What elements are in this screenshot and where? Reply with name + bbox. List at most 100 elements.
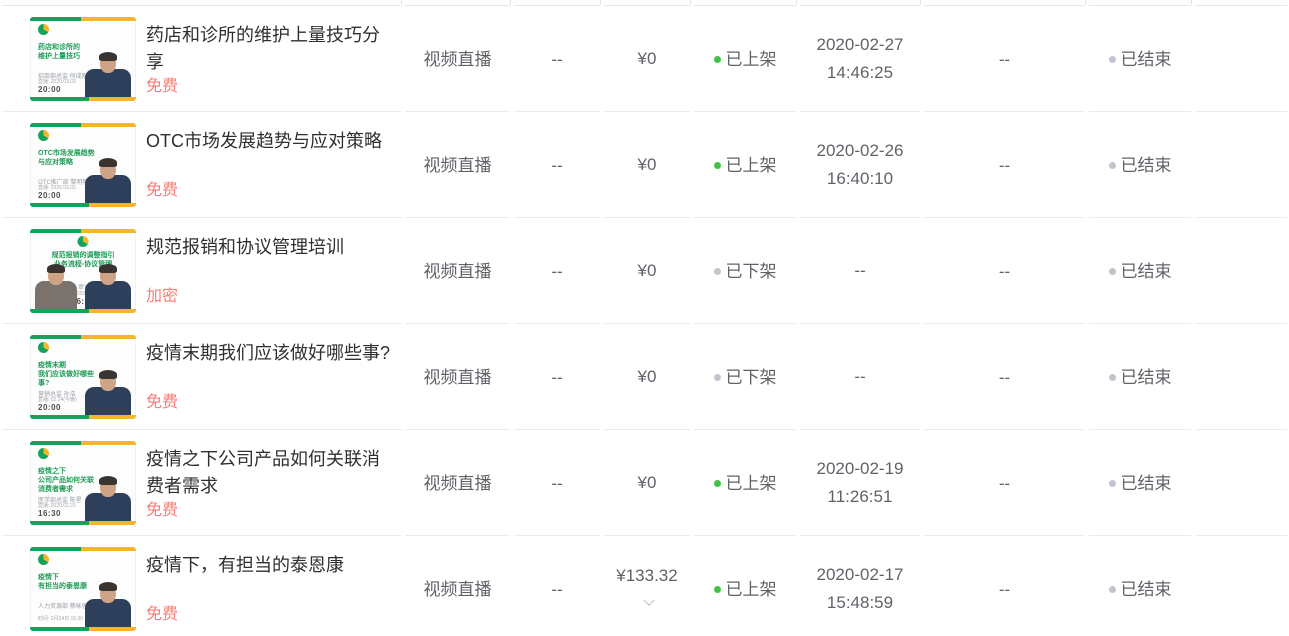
placeholder-cell: -- — [922, 6, 1087, 112]
course-thumbnail[interactable]: 疫情之下 公司产品如何关联消费者需求 医学部总监 陈星 直播: 2020.02.21 1… — [30, 441, 136, 525]
shelf-time-line: 14:46:25 — [826, 63, 894, 82]
yellow-bar-segment — [89, 627, 136, 631]
placeholder-dash: -- — [551, 473, 563, 493]
placeholder-dash: -- — [551, 367, 563, 387]
placeholder-cell: -- — [512, 324, 602, 430]
placeholder-dash: -- — [551, 49, 563, 69]
shelf-status-label: 已下架 — [725, 261, 777, 281]
brand-logo-icon — [77, 236, 89, 247]
speaker-head — [99, 476, 117, 497]
status-dot-icon — [1108, 55, 1116, 63]
speaker-head — [47, 264, 65, 285]
course-title: 规范报销和协议管理培训 — [146, 237, 344, 257]
live-status: 已结束 — [1108, 364, 1172, 391]
access-label: 免费 — [146, 182, 179, 199]
placeholder-dash: -- — [998, 367, 1011, 387]
placeholder-dash: -- — [998, 155, 1011, 175]
access-label: 免费 — [146, 606, 179, 623]
status-dot-icon — [1108, 479, 1116, 487]
course-type: 视频直播 — [423, 367, 492, 387]
actions-cell — [1193, 6, 1289, 112]
price-cell: ¥0 — [602, 324, 692, 430]
thumbnail-bottom-bar — [30, 309, 136, 313]
shelf-time-line: 11:26:51 — [827, 487, 893, 506]
green-bar-segment — [30, 123, 81, 127]
course-thumbnail[interactable]: 疫情末期 我们应该做好哪些事? 营销总监 孙浩 直播: 02.24(今晚) 20:00 — [30, 335, 136, 419]
shelf-status: 已下架 — [713, 258, 777, 285]
access-label: 免费 — [146, 394, 179, 411]
thumbnail-title-line: 与应对策略 — [38, 159, 73, 166]
access-label: 加密 — [146, 288, 179, 305]
speaker-photo — [85, 476, 131, 521]
live-status-cell: 已结束 — [1087, 536, 1193, 636]
shelf-time-line: -- — [854, 261, 866, 280]
thumbnail-live-date: 时间: 2月24日 16:30 — [38, 616, 84, 622]
brand-logo-icon — [38, 554, 49, 565]
shelf-status: 已上架 — [713, 152, 777, 179]
brand-logo-icon — [38, 342, 49, 353]
live-status-label: 已结束 — [1120, 367, 1172, 387]
thumbnail-subtitle: 财务部·审计管理部 — [58, 285, 108, 291]
course-cell: 疫情之下 公司产品如何关联消费者需求 医学部总监 陈星 直播: 2020.02.21 1… — [0, 430, 403, 536]
course-type: 视频直播 — [423, 261, 492, 281]
course-info: 规范报销和协议管理培训 加密 — [146, 234, 344, 308]
shelf-time: 2020-02-26 16:40:10 — [817, 137, 904, 193]
shelf-status-cell: 已下架 — [692, 324, 798, 430]
live-status-label: 已结束 — [1120, 49, 1172, 69]
green-bar-segment — [30, 17, 81, 21]
price-value: ¥0 — [637, 473, 657, 492]
course-thumbnail[interactable]: 疫情下 有担当的泰恩康 人力资源部 蔡咏强 时间: 2月24日 16:30 — [30, 547, 136, 631]
course-cell: 规范报销的调整指引 业务流程-协议管理 财务部·审计管理部 直播: 2020.02.2… — [0, 218, 403, 324]
thumbnail-title-line: 疫情末期 — [38, 362, 66, 369]
course-info: 疫情末期我们应该做好哪些事? 免费 — [146, 340, 390, 414]
shelf-status-cell: 已上架 — [692, 6, 798, 112]
thumbnail-subtitle: 人力资源部 蔡咏强 — [38, 604, 88, 610]
course-type-cell: 视频直播 — [403, 112, 512, 218]
thumbnail-top-bar — [30, 17, 136, 21]
header-cell-divider — [0, 0, 403, 6]
price-cell: ¥0 — [602, 430, 692, 536]
speaker-body — [85, 493, 131, 521]
brand-logo-icon — [38, 448, 49, 459]
chevron-down-icon[interactable] — [643, 594, 655, 606]
speaker-head — [99, 582, 117, 603]
speaker-head — [99, 52, 117, 73]
header-cell-divider — [1191, 0, 1289, 6]
status-dot-icon — [1108, 373, 1116, 381]
thumbnail-live-time: 16:30 — [38, 509, 61, 518]
course-type: 视频直播 — [423, 155, 492, 175]
thumbnail-footer: 直播: 2020.03.03 20:00 — [38, 79, 76, 94]
shelf-status-cell: 已上架 — [692, 536, 798, 636]
live-status-cell: 已结束 — [1087, 218, 1193, 324]
green-bar-segment — [30, 415, 90, 419]
thumbnail-title: 规范报销的调整指引 业务流程-协议管理 — [30, 251, 136, 269]
price-cell: ¥0 — [602, 112, 692, 218]
thumbnail-bottom-bar — [30, 627, 136, 631]
header-cell-divider — [401, 0, 512, 6]
course-thumbnail[interactable]: 药店和诊所的 维护上量技巧 招商部总监 何成刚 直播: 2020.03.03 20:00 — [30, 17, 136, 101]
course-row: 药店和诊所的 维护上量技巧 招商部总监 何成刚 直播: 2020.03.03 20:00… — [0, 6, 1289, 112]
course-title: 疫情末期我们应该做好哪些事? — [146, 343, 391, 363]
placeholder-cell: -- — [922, 218, 1087, 324]
brand-logo-icon — [38, 130, 49, 141]
placeholder-dash: -- — [998, 473, 1011, 493]
thumbnail-title-line: 业务流程-协议管理 — [53, 261, 113, 268]
course-thumbnail[interactable]: OTC市场发展趋势 与应对策略 OTC推广部 黎明明 直播: 2020.03.02 20… — [30, 123, 136, 207]
header-cell-divider — [920, 0, 1087, 6]
shelf-time: -- — [854, 257, 865, 285]
course-type-cell: 视频直播 — [403, 324, 512, 430]
green-bar-segment — [30, 309, 90, 313]
price-value: ¥0 — [637, 155, 657, 174]
status-dot-icon — [713, 55, 721, 63]
yellow-bar-segment — [80, 335, 136, 339]
thumbnail-title-line: 有担当的泰恩康 — [38, 583, 87, 590]
speaker-photo — [85, 264, 131, 309]
yellow-bar-segment — [89, 521, 136, 525]
yellow-bar-segment — [89, 203, 136, 207]
shelf-status-cell: 已上架 — [692, 430, 798, 536]
shelf-time-line: 16:40:10 — [826, 169, 894, 188]
shelf-status: 已上架 — [713, 470, 777, 497]
shelf-time-cell: -- — [798, 218, 922, 324]
speaker-head — [99, 158, 117, 179]
course-thumbnail[interactable]: 规范报销的调整指引 业务流程-协议管理 财务部·审计管理部 直播: 2020.02.2… — [30, 229, 136, 313]
